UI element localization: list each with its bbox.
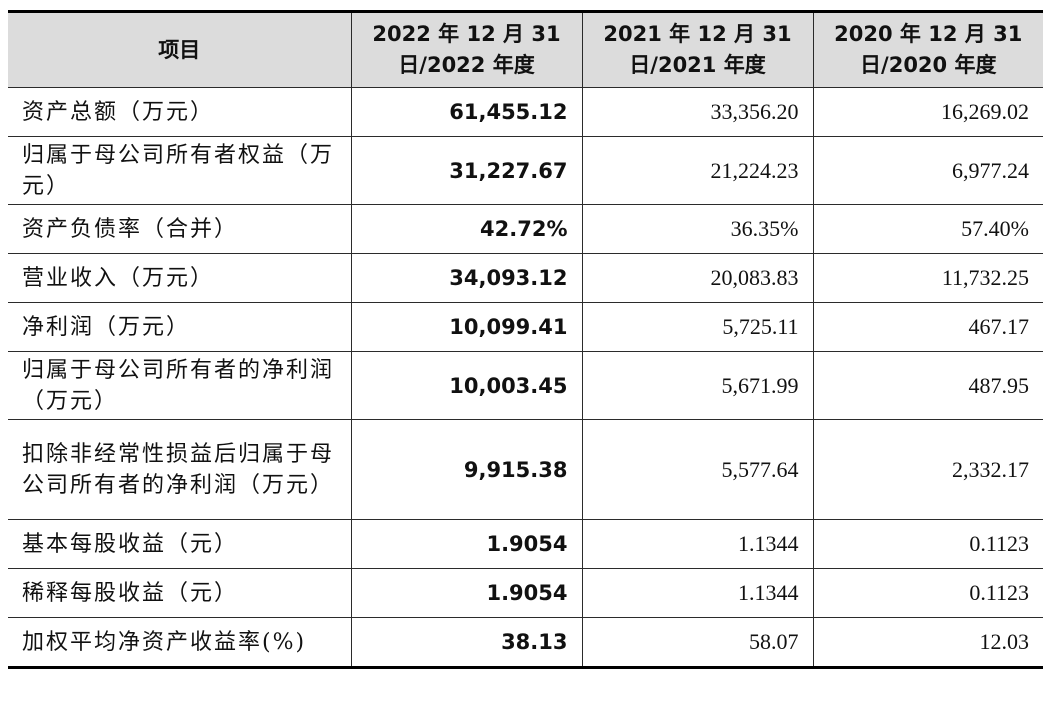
financial-data-table: 项目 2022 年 12 月 31 日/2022 年度 2021 年 12 月 …: [8, 10, 1043, 669]
value-2021: 1.1344: [581, 568, 814, 618]
financial-summary: 项目 2022 年 12 月 31 日/2022 年度 2021 年 12 月 …: [8, 10, 1043, 669]
row-label: 稀释每股收益（元）: [8, 568, 352, 618]
row-label: 资产总额（万元）: [8, 87, 352, 137]
value-2022: 61,455.12: [350, 87, 583, 137]
value-2021: 58.07: [581, 617, 814, 668]
value-2020: 487.95: [812, 351, 1043, 420]
value-2022: 42.72%: [350, 204, 583, 254]
value-2020: 12.03: [812, 617, 1043, 668]
table-row: 扣除非经常性损益后归属于母公司所有者的净利润（万元） 9,915.38 5,57…: [8, 419, 1043, 520]
row-label: 营业收入（万元）: [8, 253, 352, 303]
row-label: 基本每股收益（元）: [8, 519, 352, 569]
table-row: 净利润（万元） 10,099.41 5,725.11 467.17: [8, 302, 1043, 352]
table-row: 资产负债率（合并） 42.72% 36.35% 57.40%: [8, 204, 1043, 254]
value-2020: 57.40%: [812, 204, 1043, 254]
value-2020: 6,977.24: [812, 136, 1043, 205]
header-item: 项目: [8, 11, 352, 88]
table-row: 归属于母公司所有者的净利润（万元） 10,003.45 5,671.99 487…: [8, 351, 1043, 420]
value-2022: 1.9054: [350, 519, 583, 569]
row-label: 净利润（万元）: [8, 302, 352, 352]
table-row: 加权平均净资产收益率(%) 38.13 58.07 12.03: [8, 617, 1043, 668]
value-2020: 0.1123: [812, 519, 1043, 569]
value-2022: 10,003.45: [350, 351, 583, 420]
value-2021: 1.1344: [581, 519, 814, 569]
header-2021: 2021 年 12 月 31 日/2021 年度: [581, 11, 814, 88]
value-2022: 31,227.67: [350, 136, 583, 205]
value-2022: 38.13: [350, 617, 583, 668]
table-row: 归属于母公司所有者权益（万元） 31,227.67 21,224.23 6,97…: [8, 136, 1043, 205]
value-2021: 36.35%: [581, 204, 814, 254]
table-row: 稀释每股收益（元） 1.9054 1.1344 0.1123: [8, 568, 1043, 618]
value-2021: 21,224.23: [581, 136, 814, 205]
value-2022: 9,915.38: [350, 419, 583, 520]
value-2021: 20,083.83: [581, 253, 814, 303]
value-2020: 11,732.25: [812, 253, 1043, 303]
row-label: 归属于母公司所有者的净利润（万元）: [8, 351, 352, 420]
row-label: 资产负债率（合并）: [8, 204, 352, 254]
value-2022: 1.9054: [350, 568, 583, 618]
value-2021: 5,671.99: [581, 351, 814, 420]
value-2020: 16,269.02: [812, 87, 1043, 137]
value-2022: 10,099.41: [350, 302, 583, 352]
value-2020: 467.17: [812, 302, 1043, 352]
value-2021: 5,725.11: [581, 302, 814, 352]
table-row: 基本每股收益（元） 1.9054 1.1344 0.1123: [8, 519, 1043, 569]
row-label: 归属于母公司所有者权益（万元）: [8, 136, 352, 205]
row-label: 扣除非经常性损益后归属于母公司所有者的净利润（万元）: [8, 419, 352, 520]
header-2020: 2020 年 12 月 31 日/2020 年度: [812, 11, 1043, 88]
table-row: 营业收入（万元） 34,093.12 20,083.83 11,732.25: [8, 253, 1043, 303]
value-2021: 33,356.20: [581, 87, 814, 137]
table-header-row: 项目 2022 年 12 月 31 日/2022 年度 2021 年 12 月 …: [8, 11, 1043, 88]
value-2022: 34,093.12: [350, 253, 583, 303]
header-2022: 2022 年 12 月 31 日/2022 年度: [350, 11, 583, 88]
value-2020: 2,332.17: [812, 419, 1043, 520]
table-row: 资产总额（万元） 61,455.12 33,356.20 16,269.02: [8, 87, 1043, 137]
value-2021: 5,577.64: [581, 419, 814, 520]
value-2020: 0.1123: [812, 568, 1043, 618]
row-label: 加权平均净资产收益率(%): [8, 617, 352, 668]
